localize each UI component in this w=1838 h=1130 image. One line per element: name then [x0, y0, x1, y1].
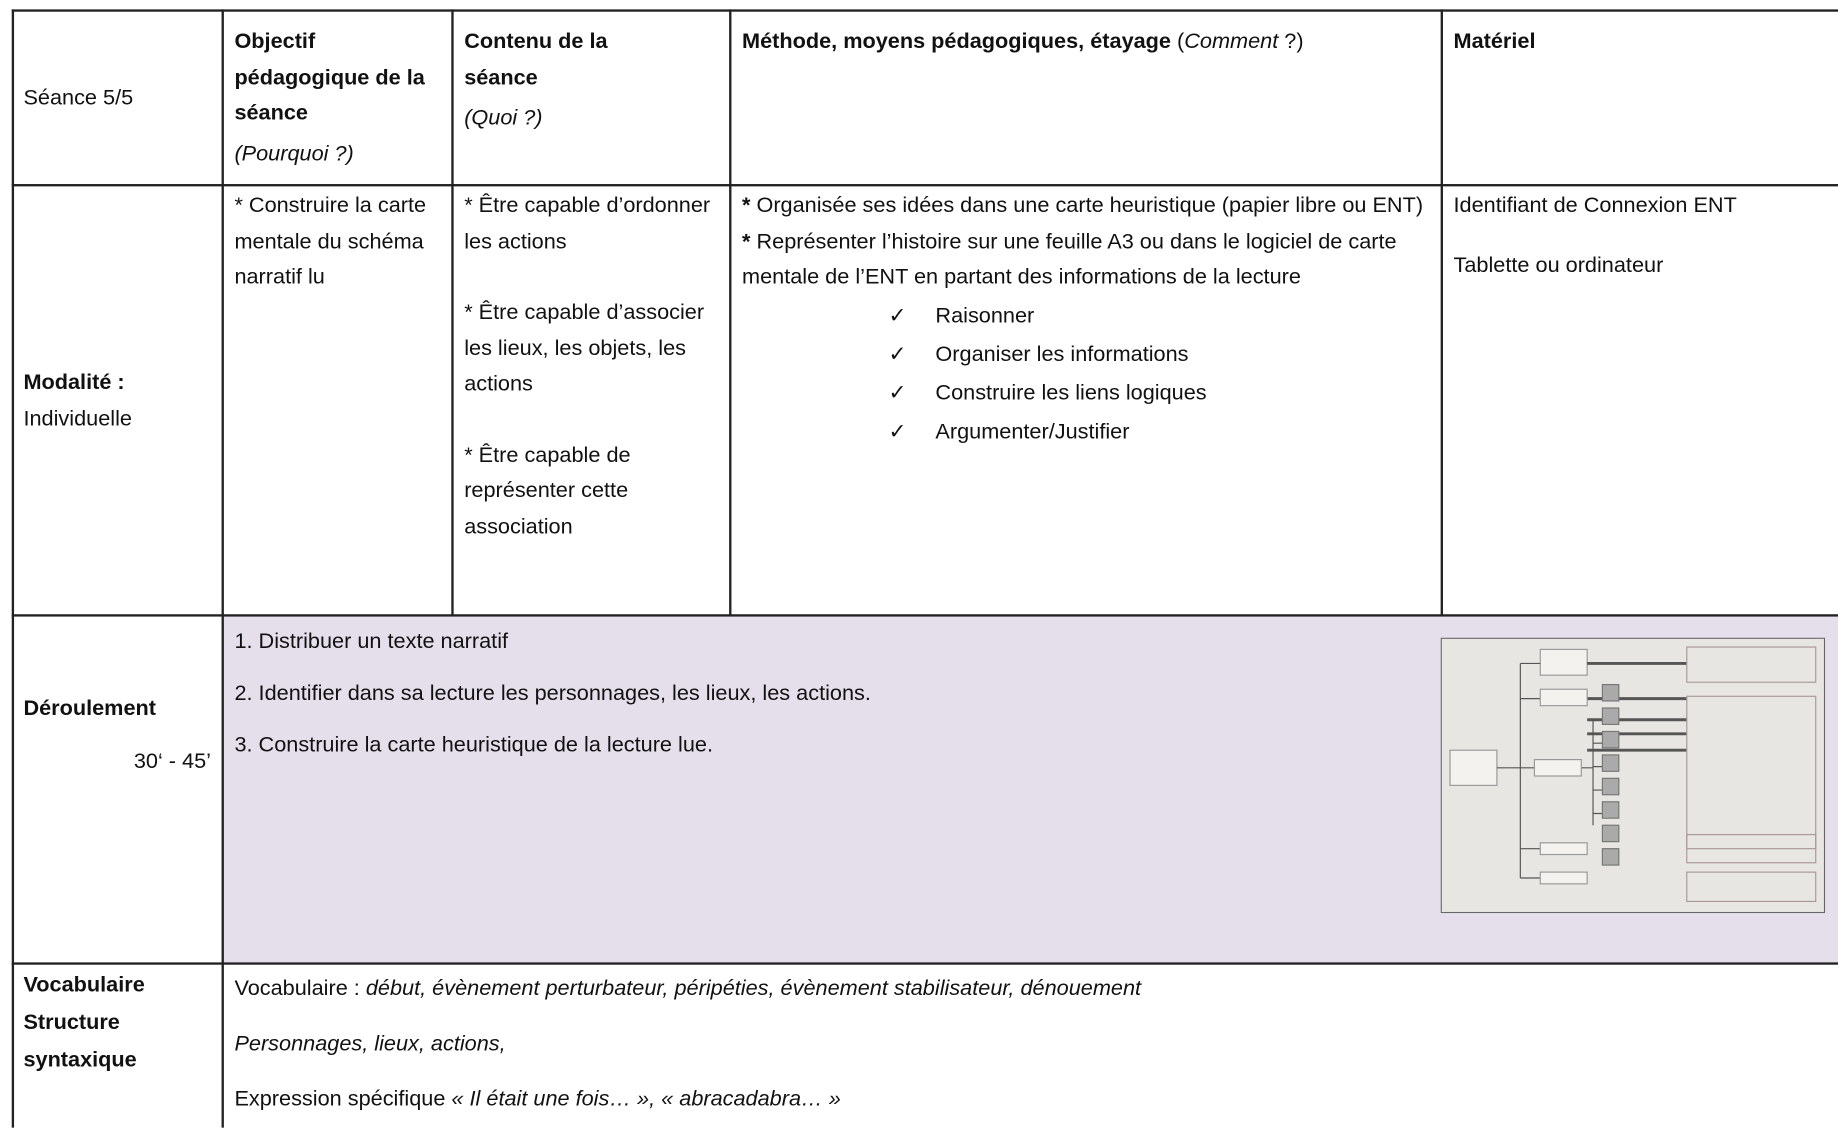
header-title: Objectif pédagogique de la séance	[234, 28, 425, 125]
label: Déroulement	[23, 695, 156, 720]
header-title: Matériel	[1453, 28, 1536, 53]
header-cell: Objectif pédagogique de la séance (Pourqu…	[223, 19, 453, 176]
text: Expression spécifique	[234, 1085, 452, 1111]
check-item: ✓ Organiser les informations	[742, 333, 1430, 372]
check-item: ✓ Argumenter/Justifier	[742, 411, 1430, 450]
header-title: Méthode, moyens pédagogiques, étayage	[742, 28, 1172, 53]
check-marker: ✓	[888, 340, 907, 366]
header-note: ?)	[1278, 28, 1304, 53]
header-note: (Quoi ?)	[464, 104, 543, 129]
item: Identifiant de Connexion ENT	[1453, 192, 1737, 217]
check-marker: ✓	[888, 417, 907, 443]
text: Vocabulaire :	[234, 975, 366, 1000]
step: 1. Distribuer un texte narratif	[234, 628, 509, 653]
check-item: ✓ Raisonner	[742, 295, 1430, 334]
check-text: Organiser les informations	[935, 340, 1189, 366]
steps: 1. Distribuer un texte narratif 2. Ident…	[223, 615, 1430, 774]
header-cell: Séance 5/5	[12, 9, 223, 185]
row-label: Modalité : Individuelle	[12, 185, 223, 615]
check-text: Argumenter/Justifier	[935, 417, 1130, 443]
text: début, évènement perturbateur, péripétie…	[365, 975, 1142, 1000]
step: 3. Construire la carte heuristique de la…	[234, 731, 713, 757]
item: * Être capable d’ordonner les actions	[464, 192, 711, 253]
label: syntaxique	[23, 1046, 137, 1072]
label: Vocabulaire	[23, 971, 145, 997]
check-text: Raisonner	[935, 301, 1035, 327]
value: Individuelle	[23, 404, 132, 430]
marker: *	[742, 192, 751, 217]
check-item: ✓ Construire les liens logiques	[742, 372, 1430, 411]
methode: * Organisée ses idées dans une carte heu…	[730, 183, 1442, 454]
item: Tablette ou ordinateur	[1453, 251, 1664, 277]
duration: 30‘ - 45’	[133, 747, 211, 772]
marker: *	[742, 227, 751, 253]
check-marker: ✓	[888, 379, 907, 404]
vocabulaire: Vocabulaire : début, évènement perturbat…	[223, 964, 1838, 1130]
check-marker: ✓	[888, 301, 907, 327]
header-note: Comment	[1184, 28, 1279, 53]
header-note: (	[1177, 28, 1185, 53]
row-label: Déroulement 30‘ - 45’	[12, 615, 223, 963]
row-label: Vocabulaire Structure syntaxique	[12, 964, 223, 1084]
item: Représenter l’histoire sur une feuille A…	[742, 227, 1397, 289]
text: « Il était une fois… », « abracadabra… »	[451, 1085, 841, 1111]
header-cell: Contenu de la séance (Quoi ?)	[452, 19, 730, 140]
header-title: Contenu de la séance	[464, 28, 608, 89]
text: Personnages, lieux, actions,	[234, 1030, 506, 1055]
mind-map-photo	[1440, 637, 1826, 914]
contenu: * Être capable d’ordonner les actions * …	[452, 183, 730, 549]
seance: Séance 5/5	[23, 84, 134, 109]
step: 2. Identifier dans sa lecture les person…	[234, 679, 871, 705]
label: Modalité :	[23, 369, 125, 394]
item: Organisée ses idées dans une carte heuri…	[750, 192, 1424, 217]
objectif: * Construire la carte mentale du schéma …	[234, 192, 427, 289]
item: * Être capable de représenter cette asso…	[464, 441, 631, 538]
header-cell: Méthode, moyens pédagogiques, étayage (C…	[730, 19, 1442, 64]
materiel: Identifiant de Connexion ENT Tablette ou…	[1442, 183, 1838, 287]
item: * Être capable d’associer les lieux, les…	[464, 298, 705, 396]
header-note: (Pourquoi ?)	[234, 140, 354, 165]
check-text: Construire les liens logiques	[935, 379, 1207, 404]
label: Structure	[23, 1009, 120, 1034]
